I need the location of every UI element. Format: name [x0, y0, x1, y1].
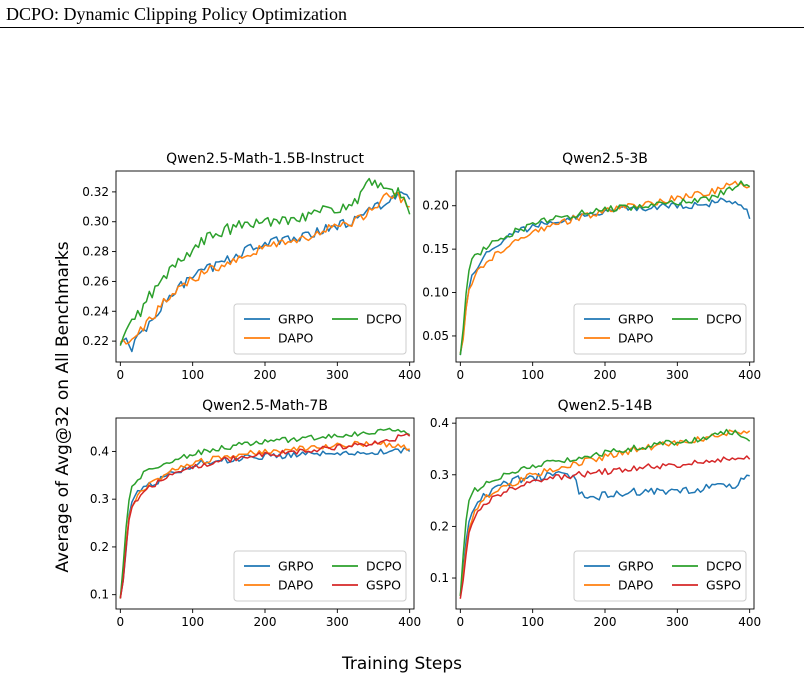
series-line-grpo — [119, 191, 411, 353]
x-tick-label: 300 — [666, 368, 689, 382]
legend-label-dcpo: DCPO — [706, 559, 742, 574]
legend-label-gspo: GSPO — [706, 578, 741, 593]
y-tick-label: 0.26 — [82, 274, 109, 288]
legend-box — [233, 303, 407, 355]
series-line-dapo — [459, 429, 751, 597]
series-lines — [459, 428, 751, 599]
series-line-gspo — [459, 455, 751, 599]
legend-label-dcpo: DCPO — [706, 312, 742, 327]
series-lines — [459, 180, 751, 356]
x-tick-label: 0 — [117, 368, 125, 382]
legend: GRPO DAPO DCPO GSPO — [573, 550, 747, 602]
x-tick-label: 200 — [594, 615, 617, 629]
y-axis-label: Average of Avg@32 on All Benchmarks — [53, 241, 73, 572]
legend-label-dapo: DAPO — [278, 331, 313, 346]
legend-label-grpo: GRPO — [278, 559, 314, 574]
legend-label-dcpo: DCPO — [366, 559, 402, 574]
y-tick-label: 0.1 — [430, 571, 449, 585]
legend-label-grpo: GRPO — [618, 312, 654, 327]
panel-2: Qwen2.5-3B 0 100 200 300 400 0.05 0.10 0.15 0.20 G… — [422, 151, 761, 382]
y-tick-label: 0.10 — [422, 286, 449, 300]
header-rule — [0, 27, 804, 28]
x-tick-label: 400 — [398, 368, 421, 382]
y-tick-label: 0.2 — [90, 540, 109, 554]
y-tick-label: 0.24 — [82, 304, 109, 318]
legend-label-dapo: DAPO — [278, 578, 313, 593]
panel-title: Qwen2.5-3B — [562, 151, 648, 167]
x-tick-label: 100 — [521, 368, 544, 382]
legend: GRPO DAPO DCPO GSPO — [233, 550, 407, 602]
series-line-dcpo — [119, 177, 411, 346]
x-tick-label: 0 — [457, 368, 465, 382]
legend: GRPO DAPO DCPO — [573, 303, 747, 355]
series-line-dapo — [119, 440, 410, 599]
x-tick-label: 0 — [457, 615, 465, 629]
running-title: DCPO: Dynamic Clipping Policy Optimizati… — [6, 4, 347, 24]
y-tick-label: 0.2 — [430, 519, 449, 533]
y-tick-label: 0.3 — [90, 492, 109, 506]
x-axis-label: Training Steps — [341, 654, 462, 674]
series-line-dcpo — [119, 427, 411, 599]
series-line-dcpo — [459, 428, 751, 597]
legend-label-dapo: DAPO — [618, 331, 653, 346]
legend-label-grpo: GRPO — [278, 312, 314, 327]
y-tick-label: 0.3 — [430, 468, 449, 482]
y-tick-label: 0.30 — [82, 215, 109, 229]
legend-box — [233, 550, 407, 602]
x-tick-label: 100 — [181, 368, 204, 382]
legend-label-dcpo: DCPO — [366, 312, 402, 327]
x-tick-label: 300 — [666, 615, 689, 629]
legend-label-dapo: DAPO — [618, 578, 653, 593]
y-tick-label: 0.05 — [422, 329, 449, 343]
x-tick-label: 400 — [738, 615, 761, 629]
series-line-gspo — [119, 433, 411, 599]
series-line-dapo — [459, 180, 750, 354]
x-tick-label: 200 — [254, 368, 277, 382]
y-tick-label: 0.20 — [422, 199, 449, 213]
y-tick-label: 0.32 — [82, 185, 109, 199]
legend: GRPO DAPO DCPO — [233, 303, 407, 355]
y-tick-label: 0.4 — [430, 416, 449, 430]
x-tick-label: 400 — [738, 368, 761, 382]
panel-title: Qwen2.5-Math-7B — [202, 398, 328, 414]
series-line-dcpo — [459, 180, 751, 356]
legend-label-grpo: GRPO — [618, 559, 654, 574]
legend-box — [573, 303, 747, 355]
x-tick-label: 400 — [398, 615, 421, 629]
x-tick-label: 100 — [521, 615, 544, 629]
x-tick-label: 100 — [181, 615, 204, 629]
panel-1: Qwen2.5-Math-1.5B-Instruct 0 100 200 300 400 0… — [82, 151, 421, 382]
x-tick-label: 0 — [117, 615, 125, 629]
panel-title: Qwen2.5-14B — [558, 398, 653, 414]
series-lines — [119, 177, 411, 353]
panel-4: Qwen2.5-14B 0 100 200 300 400 0.1 0.2 0.3 0.4 GRPO… — [430, 398, 761, 629]
legend-label-gspo: GSPO — [366, 578, 401, 593]
x-tick-label: 200 — [594, 368, 617, 382]
y-tick-label: 0.28 — [82, 245, 109, 259]
panels: Qwen2.5-Math-1.5B-Instruct 0 100 200 300 400 0… — [82, 151, 761, 629]
series-lines — [119, 427, 411, 599]
panel-title: Qwen2.5-Math-1.5B-Instruct — [166, 151, 364, 167]
y-tick-label: 0.4 — [90, 444, 109, 458]
series-line-dapo — [119, 191, 410, 345]
y-tick-label: 0.1 — [90, 588, 109, 602]
legend-box — [573, 550, 747, 602]
x-tick-label: 200 — [254, 615, 277, 629]
x-tick-label: 300 — [326, 615, 349, 629]
panel-3: Qwen2.5-Math-7B 0 100 200 300 400 0.1 0.2 0.3 0.4… — [90, 398, 421, 629]
y-tick-label: 0.15 — [422, 242, 449, 256]
y-tick-label: 0.22 — [82, 334, 109, 348]
x-tick-label: 300 — [326, 368, 349, 382]
